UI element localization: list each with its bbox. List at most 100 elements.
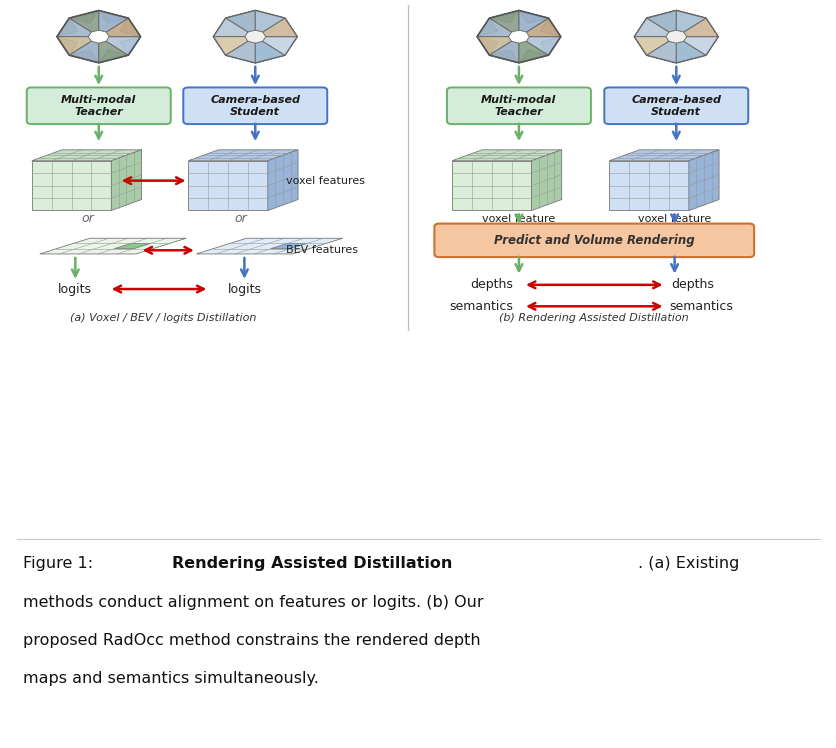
Polygon shape [213,18,247,37]
Polygon shape [263,37,297,55]
Polygon shape [675,41,705,63]
Polygon shape [114,243,150,249]
Polygon shape [226,10,255,32]
Text: methods conduct alignment on features or logits. (b) Our: methods conduct alignment on features or… [23,595,483,610]
Polygon shape [40,238,186,254]
Polygon shape [120,37,140,55]
Polygon shape [646,41,675,63]
Polygon shape [518,41,548,63]
Polygon shape [634,18,668,37]
Text: logits: logits [227,283,261,295]
Text: proposed RadOcc method constrains the rendered depth: proposed RadOcc method constrains the re… [23,633,481,648]
Polygon shape [646,10,675,32]
Polygon shape [32,161,111,210]
Polygon shape [69,10,99,32]
Polygon shape [489,10,518,23]
FancyBboxPatch shape [27,88,171,124]
Polygon shape [57,18,91,37]
Polygon shape [451,161,531,210]
Polygon shape [634,37,668,55]
Polygon shape [683,18,717,37]
Polygon shape [540,18,560,37]
FancyBboxPatch shape [446,88,590,124]
Text: logits: logits [59,283,92,295]
Polygon shape [99,41,128,63]
Polygon shape [518,10,548,23]
Polygon shape [255,10,284,32]
Polygon shape [263,37,297,55]
Polygon shape [226,41,255,63]
FancyBboxPatch shape [183,88,327,124]
Polygon shape [99,10,128,32]
Polygon shape [57,37,77,55]
Polygon shape [69,50,99,63]
Polygon shape [609,150,718,161]
Polygon shape [477,18,497,37]
Polygon shape [99,10,128,23]
Text: depths: depths [670,278,714,291]
Polygon shape [57,18,77,37]
Polygon shape [255,41,284,63]
Polygon shape [213,37,247,55]
Polygon shape [120,18,140,37]
Text: semantics: semantics [669,300,732,313]
Text: Figure 1:: Figure 1: [23,557,99,571]
Polygon shape [646,10,675,32]
Polygon shape [477,37,511,55]
Text: (a) Voxel / BEV / logits Distillation: (a) Voxel / BEV / logits Distillation [70,313,256,323]
Polygon shape [99,50,128,63]
Polygon shape [57,37,91,55]
Polygon shape [489,50,518,63]
Polygon shape [196,238,342,254]
Polygon shape [489,41,518,63]
Polygon shape [531,150,561,210]
Polygon shape [255,10,284,32]
Polygon shape [69,10,99,23]
Text: or: or [81,212,94,225]
Text: Multi-modal
Teacher: Multi-modal Teacher [481,95,556,117]
Polygon shape [255,41,284,63]
Text: semantics: semantics [449,300,512,313]
Text: Camera-based
Student: Camera-based Student [630,95,721,117]
Polygon shape [188,161,268,210]
Polygon shape [683,37,717,55]
Text: voxel feature: voxel feature [637,214,711,224]
Polygon shape [477,18,511,37]
Polygon shape [270,243,306,249]
Polygon shape [683,18,717,37]
Polygon shape [477,37,497,55]
Polygon shape [188,150,298,161]
Polygon shape [675,10,705,32]
Text: Camera-based
Student: Camera-based Student [210,95,300,117]
Polygon shape [213,10,297,63]
Polygon shape [683,37,717,55]
Polygon shape [226,10,255,32]
Polygon shape [526,37,560,55]
Polygon shape [268,150,298,210]
Polygon shape [646,41,675,63]
Polygon shape [213,37,247,55]
Text: voxel feature: voxel feature [482,214,555,224]
Text: . (a) Existing: . (a) Existing [637,557,738,571]
Polygon shape [263,18,297,37]
Polygon shape [106,37,140,55]
Polygon shape [526,18,560,37]
Text: (b) Rendering Assisted Distillation: (b) Rendering Assisted Distillation [499,313,688,323]
Text: maps and semantics simultaneously.: maps and semantics simultaneously. [23,671,319,686]
Polygon shape [111,150,141,210]
Polygon shape [688,150,718,210]
Polygon shape [489,10,518,32]
Polygon shape [634,10,717,63]
Polygon shape [263,18,297,37]
Text: Multi-modal
Teacher: Multi-modal Teacher [61,95,136,117]
Polygon shape [213,18,247,37]
Polygon shape [518,50,548,63]
Text: depths: depths [470,278,513,291]
Polygon shape [106,18,140,37]
Text: Predict and Volume Rendering: Predict and Volume Rendering [493,234,694,247]
Polygon shape [609,161,688,210]
Text: voxel features: voxel features [286,176,364,186]
Text: or: or [234,212,247,225]
FancyBboxPatch shape [434,224,753,257]
Polygon shape [69,41,99,63]
